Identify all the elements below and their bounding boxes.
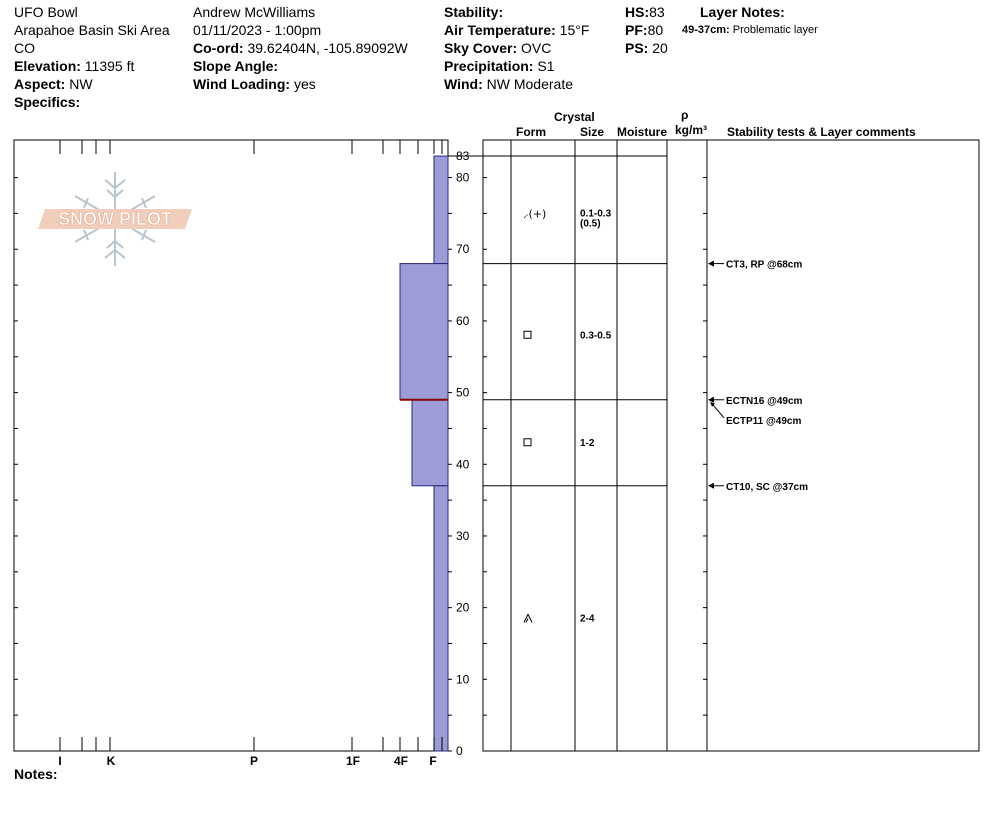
site-name: UFO Bowl: [14, 4, 78, 20]
stability-test-arrow-icon: [710, 401, 715, 407]
coord-label: Co-ord:: [193, 40, 244, 56]
stability-test-arrow-icon: [708, 396, 714, 403]
air-temp-value: 15°F: [559, 22, 590, 38]
ps-row: PS: 20: [625, 39, 668, 57]
size-header: Size: [580, 125, 605, 139]
hardness-label: K: [107, 754, 116, 768]
density-unit-header: kg/m³: [675, 123, 708, 137]
y-tick-label: 40: [456, 457, 470, 471]
pf-label: PF:: [625, 22, 648, 38]
y-tick-label: 30: [456, 529, 470, 543]
hardness-label: I: [58, 754, 61, 768]
y-top-label: 83: [456, 149, 470, 163]
hs-label: HS:: [625, 4, 650, 20]
stability-test-leader: [711, 403, 725, 419]
hardness-label: 4F: [394, 754, 408, 768]
ps-value: 20: [652, 40, 668, 56]
pf-row: PF:80: [625, 21, 663, 39]
wind-loading-value: yes: [293, 76, 316, 92]
y-tick-label: 60: [456, 314, 470, 328]
coord-row: Co-ord: 39.62404N, -105.89092W: [193, 39, 408, 57]
y-tick-label: 50: [456, 386, 470, 400]
pf-value: 80: [647, 22, 664, 38]
grain-form-icon: [523, 438, 532, 447]
wind-row: Wind: NW Moderate: [444, 75, 573, 93]
precip-row: Precipitation: S1: [444, 57, 554, 75]
hardness-layer-3: [433, 485, 449, 752]
air-temp-label: Air Temperature:: [444, 22, 556, 38]
wind-label: Wind:: [444, 76, 483, 92]
logo-banner: [38, 209, 192, 229]
observer-name: Andrew McWilliams: [193, 4, 316, 20]
grain-size-label: 0.3-0.5: [580, 330, 612, 341]
sky-cover-row: Sky Cover: OVC: [444, 39, 551, 57]
elevation-row: Elevation: 11395 ft: [14, 57, 134, 75]
hs-value: 83: [649, 4, 665, 20]
stability-test-label: CT3, RP @68cm: [726, 260, 802, 271]
layer-note-range: 49-37cm:: [682, 24, 730, 36]
hardness-label: 1F: [346, 754, 360, 768]
precip-label: Precipitation:: [444, 58, 534, 74]
stability-label: Stability:: [444, 4, 504, 20]
hardness-layer-2: [411, 399, 449, 487]
observation-datetime: 01/11/2023 - 1:00pm: [193, 22, 322, 38]
grain-size-label: 0.1-0.3: [580, 208, 612, 219]
y-tick-label: 20: [456, 601, 470, 615]
sky-cover-value: OVC: [521, 40, 552, 56]
grain-form-symbol: ⸝(+): [523, 207, 546, 220]
aspect-value: NW: [69, 76, 93, 92]
grain-size-secondary: (0.5): [580, 218, 601, 229]
notes-label: Notes:: [14, 766, 58, 782]
grain-form-icon: [523, 330, 532, 339]
depth-hoar-icon: [523, 613, 533, 623]
site-state: CO: [14, 40, 35, 56]
rho-header: ρ: [681, 108, 689, 122]
stability-test-label: ECTN16 @49cm: [726, 396, 803, 407]
precip-value: S1: [537, 58, 555, 74]
stability-test-arrow-icon: [708, 260, 714, 267]
snowpilot-logo: SNOW PILOT: [38, 172, 192, 266]
hardness-layer-0: [433, 155, 449, 265]
slope-angle-label: Slope Angle:: [193, 58, 279, 74]
site-area: Arapahoe Basin Ski Area: [14, 22, 170, 38]
air-temp-row: Air Temperature: 15°F: [444, 21, 589, 39]
form-header: Form: [516, 125, 546, 139]
stability-test-label: CT10, SC @37cm: [726, 482, 808, 493]
wind-loading-label: Wind Loading:: [193, 76, 291, 92]
hardness-label: P: [250, 754, 258, 768]
y-tick-label: 0: [456, 744, 463, 758]
wind-loading-row: Wind Loading: yes: [193, 75, 316, 93]
layer-note-text: Problematic layer: [732, 24, 818, 36]
y-tick-label: 10: [456, 672, 470, 686]
wind-value: NW Moderate: [486, 76, 573, 92]
y-tick-label: 80: [456, 171, 470, 185]
sky-cover-label: Sky Cover:: [444, 40, 518, 56]
coord-value: 39.62404N, -105.89092W: [247, 40, 408, 56]
hardness-layer-1: [399, 263, 449, 401]
elevation-value: 11395 ft: [84, 58, 135, 74]
elevation-label: Elevation:: [14, 58, 81, 74]
aspect-label: Aspect:: [14, 76, 66, 92]
layer-notes-title: Layer Notes:: [700, 4, 785, 20]
moisture-header: Moisture: [617, 125, 668, 139]
aspect-row: Aspect: NW: [14, 75, 93, 93]
ps-label: PS:: [625, 40, 649, 56]
hs-row: HS:83: [625, 3, 665, 21]
specifics-label: Specifics:: [14, 94, 81, 110]
logo-text: SNOW PILOT: [58, 209, 172, 229]
hardness-label: F: [429, 754, 436, 768]
grain-size-label: 1-2: [580, 438, 595, 449]
grain-size-label: 2-4: [580, 613, 595, 624]
comments-header: Stability tests & Layer comments: [727, 125, 916, 139]
hardness-plot-frame: [13, 139, 449, 752]
stability-test-arrow-icon: [708, 482, 714, 489]
layer-table-columns: [510, 140, 708, 751]
crystal-header: Crystal: [554, 110, 595, 124]
layer-table-frame: [482, 139, 980, 752]
stability-test-label: ECTP11 @49cm: [726, 416, 801, 427]
layer-note: 49-37cm: Problematic layer: [682, 24, 818, 37]
y-tick-label: 70: [456, 242, 470, 256]
